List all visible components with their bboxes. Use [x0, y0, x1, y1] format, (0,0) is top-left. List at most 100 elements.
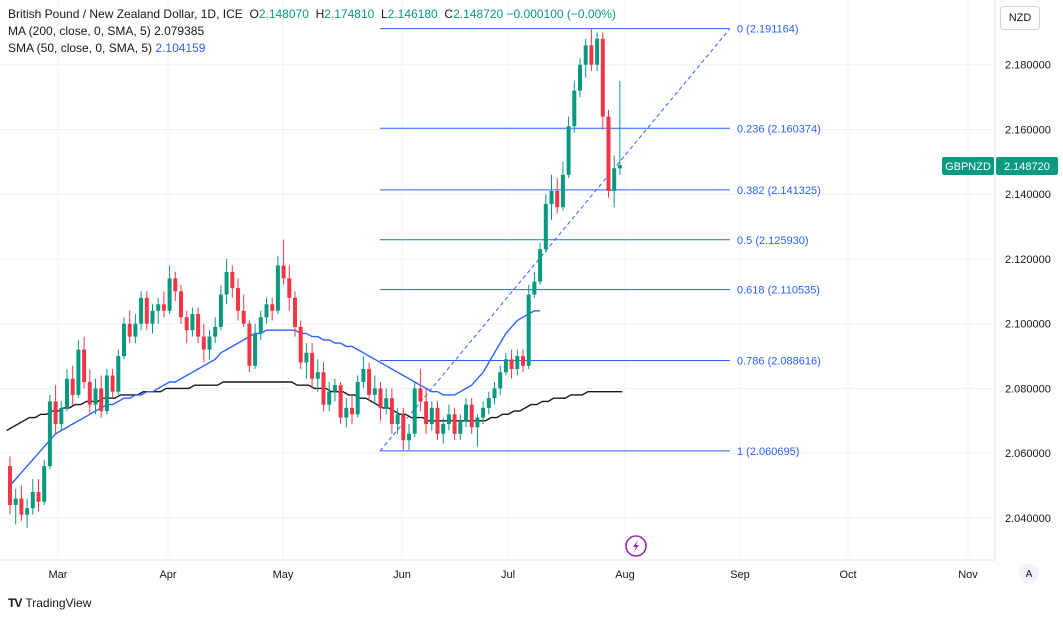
candle-down — [310, 343, 315, 389]
candle-body — [190, 313, 195, 331]
candle-body — [104, 375, 109, 412]
candle-body — [424, 401, 429, 425]
candle-body — [560, 174, 565, 208]
candle-body — [196, 313, 201, 337]
candle-up — [327, 381, 332, 412]
time-tick-label: Mar — [49, 569, 68, 581]
candles — [8, 29, 622, 528]
candle-body — [139, 297, 144, 324]
candle-body — [70, 378, 75, 395]
candle-body — [344, 407, 349, 418]
candle-up — [578, 58, 582, 98]
fibonacci-retracement[interactable]: 0 (2.191164) 0.236 (2.160374) 0.382 (2.141… — [379, 24, 821, 458]
candle-body — [407, 433, 411, 441]
candle-body — [247, 323, 252, 366]
candle-up — [65, 369, 69, 412]
grid — [0, 0, 995, 560]
candle-up — [93, 378, 98, 415]
candle-up — [498, 365, 503, 395]
candle-up — [543, 194, 548, 253]
sma50-line — [9, 310, 541, 486]
candle-body — [42, 466, 47, 502]
event-flag-icon[interactable] — [625, 535, 647, 557]
candle-body — [338, 385, 343, 418]
candle-down — [144, 291, 149, 331]
candle-body — [315, 372, 320, 379]
candle-down — [321, 362, 326, 412]
candle-up — [532, 271, 537, 298]
candle-body — [521, 356, 525, 366]
candle-body — [161, 304, 166, 311]
candle-down — [179, 284, 183, 324]
price-tick-label: 2.080000 — [1005, 383, 1051, 395]
candle-down — [241, 294, 246, 327]
legend-ma200-row[interactable]: MA (200, close, 0, SMA, 5) 2.079385 — [8, 23, 616, 40]
candle-body — [218, 294, 223, 327]
candle-body — [532, 281, 537, 295]
candle-down — [469, 398, 474, 434]
candle-up — [595, 32, 600, 72]
candle-body — [589, 45, 594, 65]
candle-body — [361, 369, 366, 382]
symbol-title[interactable]: British Pound / New Zealand Dollar, 1D, … — [8, 7, 243, 21]
candle-body — [526, 294, 531, 366]
candle-body — [389, 398, 394, 425]
candle-body — [304, 352, 309, 363]
candle-body — [446, 414, 451, 425]
candle-up — [475, 414, 480, 447]
legend-sma50-row[interactable]: SMA (50, close, 0, SMA, 5) 2.104159 — [8, 40, 616, 57]
candle-down — [53, 385, 58, 434]
sma50-label: SMA (50, close, 0, SMA, 5) — [8, 41, 153, 55]
candle-up — [372, 375, 377, 405]
candle-up — [617, 80, 622, 175]
candle-up — [583, 38, 588, 78]
tradingview-branding[interactable]: TV TradingView — [8, 596, 91, 610]
candle-down — [452, 407, 457, 441]
candle-up — [59, 401, 64, 431]
candle-down — [110, 369, 115, 399]
candle-up — [407, 424, 411, 450]
candle-body — [617, 165, 622, 169]
candle-up — [503, 352, 508, 376]
candle-up — [492, 381, 497, 405]
candle-body — [475, 417, 480, 428]
candle-down — [161, 291, 166, 318]
candle-up — [275, 255, 280, 314]
candle-up — [156, 297, 161, 324]
candle-body — [549, 190, 554, 204]
candle-body — [156, 304, 161, 311]
candle-down — [247, 320, 252, 373]
candle-body — [310, 352, 315, 379]
ma200-value: 2.079385 — [154, 24, 205, 38]
fib-level-label: 0.5 (2.125930) — [737, 235, 809, 247]
candle-down — [196, 307, 201, 344]
candle-up — [258, 310, 263, 340]
candle-up — [47, 394, 52, 470]
candle-body — [241, 310, 246, 324]
candle-body — [367, 369, 372, 395]
ohlc-high: H2.174810 — [315, 7, 375, 21]
auto-scale-button[interactable]: A — [1019, 564, 1039, 584]
candle-body — [481, 407, 486, 418]
candle-down — [70, 365, 75, 405]
candle-body — [270, 304, 275, 311]
candle-up — [264, 297, 269, 324]
candle-body — [293, 297, 297, 327]
candle-body — [201, 336, 206, 350]
candle-body — [99, 388, 104, 412]
currency-button[interactable]: NZD — [1000, 6, 1040, 30]
candle-body — [213, 326, 218, 337]
symbol-tag-bg — [942, 156, 994, 175]
fib-level-label: 0.618 (2.110535) — [737, 285, 820, 297]
candle-down — [173, 271, 178, 302]
candle-up — [167, 265, 172, 314]
last-price-bg — [996, 156, 1058, 175]
candle-body — [127, 323, 132, 337]
legend-title-row: British Pound / New Zealand Dollar, 1D, … — [8, 6, 616, 23]
candle-up — [486, 391, 491, 415]
candle-up — [332, 378, 337, 402]
candle-up — [481, 401, 486, 425]
candle-down — [389, 388, 394, 434]
